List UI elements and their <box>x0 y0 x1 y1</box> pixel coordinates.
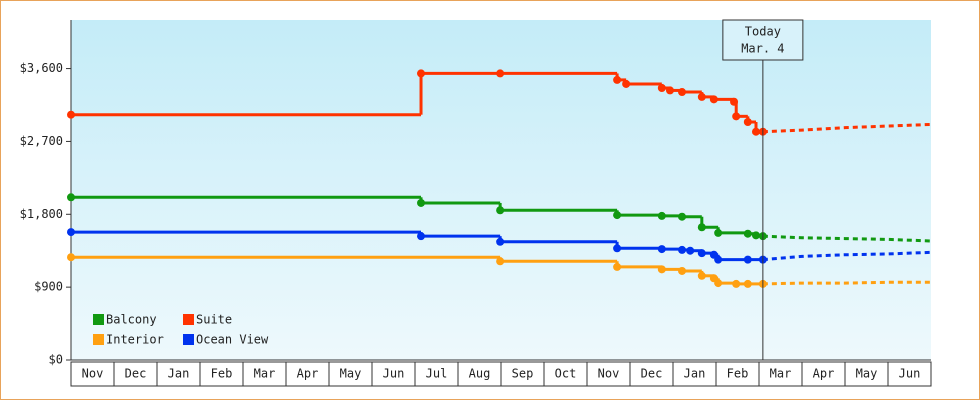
price-point <box>417 198 426 207</box>
price-point <box>496 237 505 246</box>
legend-label: Balcony <box>106 313 157 327</box>
x-tick-label: Nov <box>598 367 620 381</box>
price-point <box>730 97 739 106</box>
price-point <box>743 255 752 264</box>
x-tick-label: Mar <box>254 367 276 381</box>
price-point <box>613 244 622 253</box>
price-point <box>697 249 706 258</box>
price-point <box>732 279 741 288</box>
today-label: Mar. 4 <box>741 42 784 56</box>
price-point <box>657 265 666 274</box>
forecast-line <box>762 250 932 262</box>
y-tick-label: $1,800 <box>20 207 63 221</box>
legend-label: Interior <box>106 333 164 347</box>
price-point <box>678 266 687 275</box>
price-point <box>743 279 752 288</box>
legend-swatch <box>93 334 104 345</box>
x-tick-label: May <box>340 367 362 381</box>
price-point <box>678 88 687 97</box>
price-point <box>67 228 75 237</box>
price-point <box>67 110 75 119</box>
x-tick-label: Feb <box>211 367 233 381</box>
legend-label: Suite <box>196 313 232 327</box>
price-point <box>732 112 741 121</box>
x-tick-label: Apr <box>297 367 319 381</box>
price-point <box>697 92 706 101</box>
forecast-line <box>762 234 932 243</box>
price-point <box>714 228 723 237</box>
price-point <box>67 253 75 262</box>
price-point <box>665 86 674 95</box>
price-point <box>751 231 760 240</box>
series <box>67 253 931 288</box>
x-tick-label: Sep <box>512 367 534 381</box>
y-tick-label: $2,700 <box>20 134 63 148</box>
x-tick-label: Jan <box>168 367 190 381</box>
x-tick-label: Dec <box>641 367 663 381</box>
x-tick-label: Jun <box>383 367 405 381</box>
forecast-line <box>762 122 932 134</box>
y-tick-label: $0 <box>49 353 63 367</box>
price-point <box>613 262 622 271</box>
x-tick-label: Apr <box>813 367 835 381</box>
price-point <box>709 95 718 104</box>
price-point <box>751 127 760 136</box>
price-point <box>714 279 723 288</box>
price-point <box>697 223 706 232</box>
series <box>67 228 932 264</box>
legend-label: Ocean View <box>196 333 269 347</box>
forecast-line <box>762 280 931 286</box>
price-point <box>613 75 622 84</box>
price-point <box>657 84 666 92</box>
price-point <box>678 245 687 254</box>
price-point <box>496 206 505 215</box>
price-point <box>714 255 723 264</box>
price-point <box>697 271 706 280</box>
today-box <box>722 19 804 61</box>
legend-swatch <box>93 314 104 325</box>
price-point <box>613 211 622 220</box>
price-point <box>622 79 631 88</box>
x-tick-label: Mar <box>770 367 792 381</box>
series <box>67 69 932 136</box>
price-point <box>417 69 426 78</box>
series <box>67 193 932 243</box>
price-point <box>678 212 687 221</box>
price-point <box>496 69 505 78</box>
price-point <box>743 118 752 126</box>
price-point <box>686 246 695 255</box>
price-point <box>657 211 666 220</box>
x-tick-label: Oct <box>555 367 577 381</box>
price-point <box>417 232 426 241</box>
y-tick-label: $900 <box>34 280 63 294</box>
price-point <box>496 257 505 266</box>
x-tick-label: Jul <box>426 367 448 381</box>
x-tick-label: May <box>856 367 878 381</box>
price-point <box>657 245 666 254</box>
price-point <box>67 193 75 202</box>
x-tick-label: Jan <box>684 367 706 381</box>
x-tick-label: Nov <box>82 367 104 381</box>
x-tick-label: Jun <box>899 367 921 381</box>
legend-swatch <box>183 334 194 345</box>
y-tick-label: $3,600 <box>20 61 63 75</box>
x-tick-label: Aug <box>469 367 491 381</box>
price-point <box>743 229 752 238</box>
today-label: Today <box>745 25 781 39</box>
x-tick-label: Dec <box>125 367 147 381</box>
x-tick-label: Feb <box>727 367 749 381</box>
legend-swatch <box>183 314 194 325</box>
